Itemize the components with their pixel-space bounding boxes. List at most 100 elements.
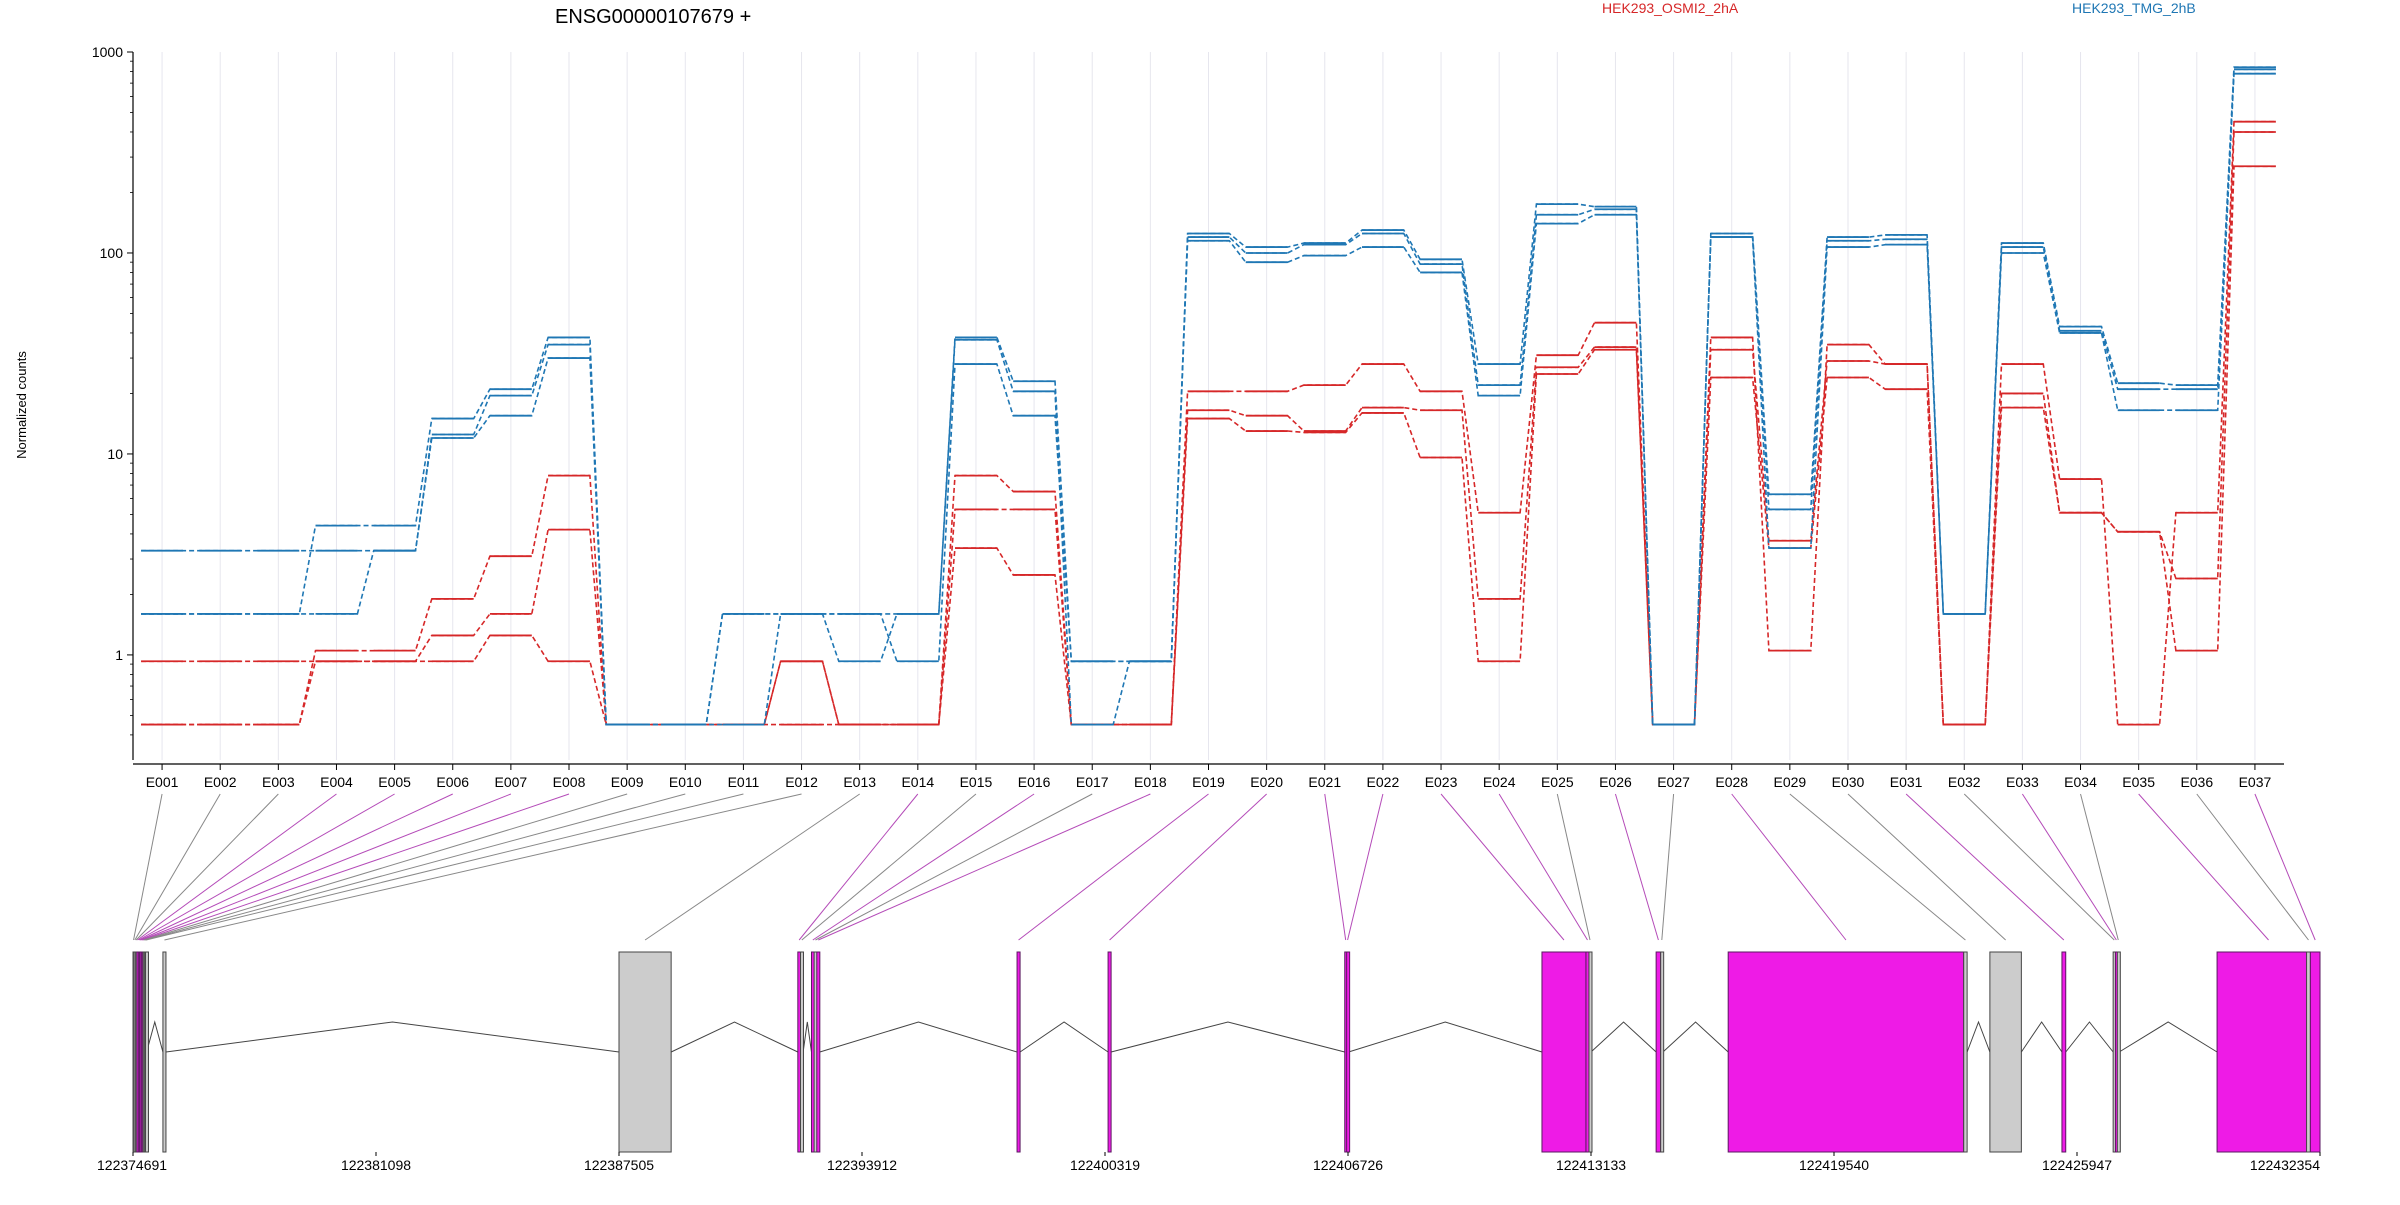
connector-e008 [142, 793, 570, 941]
connector-e036 [2196, 793, 2309, 941]
intron-line [1019, 1021, 1109, 1053]
x-tick-label-e010: E010 [669, 774, 702, 790]
connector-e030 [1847, 793, 2006, 941]
connector-e001 [133, 793, 163, 941]
connector-e013 [644, 793, 860, 941]
connector-e019 [1018, 793, 1209, 941]
series-hek293-tmg-2hb-6 [141, 66, 2276, 726]
connector-e017 [815, 793, 1093, 941]
x-tick-label-e020: E020 [1250, 774, 1283, 790]
intron-line [1110, 1021, 1345, 1053]
connector-e027 [1661, 793, 1675, 941]
x-tick-label-e028: E028 [1715, 774, 1748, 790]
x-tick-label-e034: E034 [2064, 774, 2097, 790]
intron-line [1662, 1021, 1729, 1053]
x-tick-label-e022: E022 [1367, 774, 1400, 790]
x-tick-label-e005: E005 [378, 774, 411, 790]
x-tick-label-e033: E033 [2006, 774, 2039, 790]
intron-line [1966, 1020, 1991, 1053]
intron-line [2065, 1021, 2114, 1053]
intron-line [802, 1021, 812, 1053]
y-tick-label: 1 [115, 647, 123, 663]
connector-e035 [2138, 793, 2269, 941]
coordinate-tick-label: 122432354 [2250, 1157, 2320, 1173]
x-tick-label-e001: E001 [146, 774, 179, 790]
connector-e023 [1440, 793, 1565, 941]
intron-line [2118, 1021, 2218, 1053]
x-tick-label-e012: E012 [785, 774, 818, 790]
coordinate-tick-label: 122387505 [584, 1157, 654, 1173]
connector-e034 [2080, 793, 2119, 941]
connector-e037 [2254, 793, 2316, 941]
connector-e018 [818, 793, 1151, 941]
chart-title: ENSG00000107679 + [555, 6, 751, 28]
connector-e003 [135, 793, 279, 941]
exon-part-e015 [799, 951, 804, 1153]
y-tick-label: 100 [100, 245, 124, 261]
x-tick-label-e011: E011 [728, 774, 760, 790]
x-tick-label-e013: E013 [843, 774, 876, 790]
connector-e022 [1347, 793, 1384, 941]
x-tick-label-e026: E026 [1599, 774, 1632, 790]
exon-part-e022 [1346, 951, 1351, 1153]
x-tick-label-e006: E006 [436, 774, 469, 790]
exon-part-e027 [1660, 951, 1665, 1153]
x-tick-label-e017: E017 [1076, 774, 1109, 790]
x-tick-label-e019: E019 [1192, 774, 1225, 790]
x-tick-label-e025: E025 [1541, 774, 1574, 790]
exon-part-e026 [1655, 951, 1662, 1153]
connector-e031 [1905, 793, 2065, 941]
coordinate-tick-label: 122425947 [2042, 1157, 2112, 1173]
intron-line [146, 1020, 164, 1053]
coordinate-tick-label: 122381098 [341, 1157, 411, 1173]
coordinate-tick-label: 122406726 [1313, 1157, 1383, 1173]
x-tick-label-e004: E004 [320, 774, 353, 790]
connector-e029 [1789, 793, 1966, 941]
coordinate-tick-label: 122400319 [1070, 1157, 1140, 1173]
connector-e011 [145, 793, 744, 941]
x-tick-label-e016: E016 [1018, 774, 1051, 790]
connector-e020 [1109, 793, 1267, 941]
series-layer [141, 66, 2276, 726]
intron-line [819, 1021, 1018, 1053]
exon-part-e036 [2306, 951, 2311, 1153]
grid-layer [161, 52, 2256, 760]
exon-part-e019 [1016, 951, 1021, 1153]
exon-part-e011 [144, 951, 149, 1153]
connector-e015 [801, 793, 977, 941]
exon-part-e020 [1107, 951, 1112, 1153]
intron-line [165, 1021, 620, 1053]
axis-layer: 1 10 100 1000 E001 E002 E003 E004 E005 E006 E007 E0… [92, 44, 2284, 790]
connector-e028 [1731, 793, 1847, 941]
x-tick-label-e027: E027 [1657, 774, 1690, 790]
x-tick-label-e008: E008 [553, 774, 586, 790]
connector-e012 [164, 793, 802, 941]
connector-e025 [1556, 793, 1591, 941]
connector-e021 [1324, 793, 1347, 941]
legend-label-osmi: HEK293_OSMI2_2hA [1602, 0, 1739, 16]
connector-e024 [1498, 793, 1588, 941]
connector-e009 [143, 793, 628, 941]
intron-line [2020, 1021, 2063, 1053]
exon-part-e034 [2116, 951, 2121, 1153]
exon-part-e023 [1541, 951, 1587, 1153]
exon-part-e025 [1588, 951, 1593, 1153]
x-tick-label-e024: E024 [1483, 774, 1516, 790]
x-tick-label-e003: E003 [262, 774, 295, 790]
y-tick-label: 1000 [92, 44, 123, 60]
connector-e007 [141, 793, 512, 941]
intron-line [1348, 1021, 1543, 1053]
x-tick-label-e037: E037 [2239, 774, 2272, 790]
x-tick-label-e031: E031 [1890, 774, 1923, 790]
coordinate-tick-label: 122419540 [1799, 1157, 1869, 1173]
x-tick-label-e007: E007 [495, 774, 528, 790]
x-tick-label-e030: E030 [1832, 774, 1865, 790]
x-tick-label-e029: E029 [1773, 774, 1806, 790]
intron-line [1590, 1021, 1657, 1053]
connector-e006 [139, 793, 453, 941]
connector-e016 [812, 793, 1035, 941]
connector-e032 [1963, 793, 2115, 941]
x-tick-label-e015: E015 [960, 774, 993, 790]
intron-line [670, 1021, 799, 1053]
